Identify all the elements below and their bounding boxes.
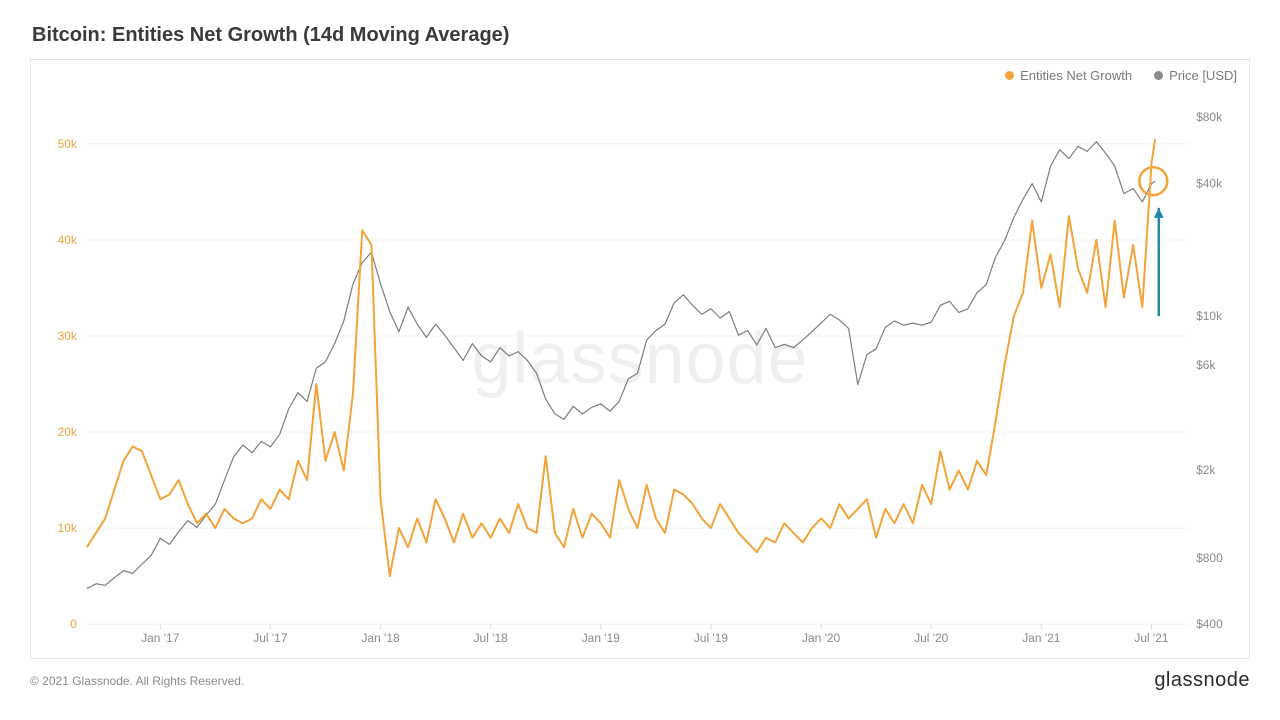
svg-text:Jan '17: Jan '17 bbox=[141, 631, 180, 645]
svg-text:30k: 30k bbox=[58, 329, 77, 343]
footer: © 2021 Glassnode. All Rights Reserved. g… bbox=[30, 669, 1250, 692]
svg-text:40k: 40k bbox=[58, 233, 77, 247]
svg-text:50k: 50k bbox=[58, 137, 77, 151]
svg-text:$10k: $10k bbox=[1196, 309, 1222, 323]
svg-text:10k: 10k bbox=[58, 521, 77, 535]
svg-text:Jan '20: Jan '20 bbox=[802, 631, 841, 645]
svg-text:0: 0 bbox=[70, 617, 77, 631]
svg-text:$400: $400 bbox=[1196, 617, 1223, 631]
svg-text:$2k: $2k bbox=[1196, 463, 1215, 477]
svg-text:Jul '18: Jul '18 bbox=[474, 631, 509, 645]
svg-text:$40k: $40k bbox=[1196, 177, 1222, 191]
svg-text:20k: 20k bbox=[58, 425, 77, 439]
brand-logo: glassnode bbox=[1154, 669, 1250, 692]
svg-text:$6k: $6k bbox=[1196, 358, 1215, 372]
chart-container: Bitcoin: Entities Net Growth (14d Moving… bbox=[0, 0, 1280, 720]
svg-text:$800: $800 bbox=[1196, 551, 1223, 565]
page-title: Bitcoin: Entities Net Growth (14d Moving… bbox=[32, 24, 1250, 47]
svg-text:Jul '17: Jul '17 bbox=[253, 631, 288, 645]
svg-text:Jan '19: Jan '19 bbox=[582, 631, 621, 645]
chart-plot: 0 10k 20k 30k 40k 50k $400 $800 $2k $6k $10k $40k $8… bbox=[31, 60, 1249, 658]
svg-text:Jul '19: Jul '19 bbox=[694, 631, 729, 645]
svg-text:Jan '18: Jan '18 bbox=[361, 631, 400, 645]
copyright-text: © 2021 Glassnode. All Rights Reserved. bbox=[30, 674, 244, 688]
svg-text:$80k: $80k bbox=[1196, 110, 1222, 124]
chart-frame: Entities Net Growth Price [USD] glassnod… bbox=[30, 59, 1250, 659]
svg-text:Jul '20: Jul '20 bbox=[914, 631, 949, 645]
svg-text:Jan '21: Jan '21 bbox=[1022, 631, 1061, 645]
svg-text:Jul '21: Jul '21 bbox=[1134, 631, 1169, 645]
